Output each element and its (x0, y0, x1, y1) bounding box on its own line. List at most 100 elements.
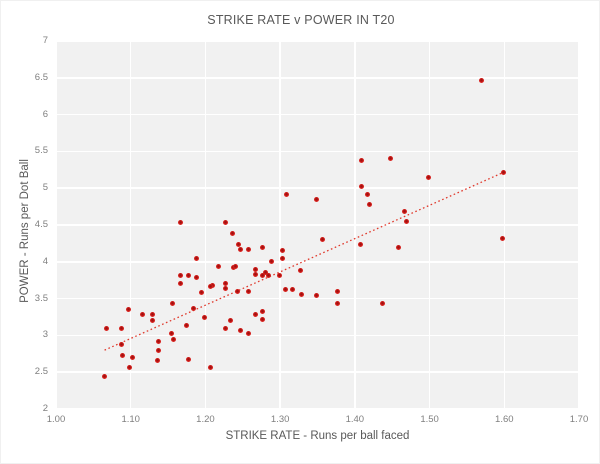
data-point (202, 315, 208, 321)
data-point (252, 266, 258, 272)
data-point (119, 352, 125, 358)
data-point (185, 357, 191, 363)
data-point (359, 184, 365, 190)
data-point (314, 197, 320, 203)
data-point (178, 219, 184, 225)
x-tick-label: 1.10 (121, 414, 140, 425)
gridline-horizontal (56, 224, 579, 226)
gridline-horizontal (56, 334, 579, 337)
data-point (279, 247, 285, 253)
data-point (119, 326, 125, 332)
data-point (238, 246, 244, 252)
data-point (297, 268, 303, 274)
data-point (359, 158, 365, 164)
data-point (335, 301, 341, 307)
data-point (155, 347, 161, 353)
data-point (260, 272, 266, 278)
data-point (178, 281, 184, 287)
x-tick-label: 1.40 (345, 414, 365, 425)
gridline-horizontal (56, 187, 579, 189)
data-point (149, 311, 155, 317)
data-point (252, 311, 258, 317)
data-point (235, 241, 241, 247)
data-point (208, 283, 214, 289)
data-point (149, 318, 155, 324)
data-point (170, 337, 176, 343)
data-point (283, 191, 289, 197)
x-tick-label: 1.60 (495, 414, 514, 425)
data-point (396, 244, 402, 250)
data-point (185, 272, 191, 278)
data-point (235, 289, 241, 295)
data-point (178, 273, 184, 279)
gridline-horizontal (56, 371, 579, 373)
x-tick-label: 1.50 (420, 414, 439, 425)
data-point (190, 306, 196, 312)
data-point (223, 220, 229, 226)
y-tick-label: 4 (42, 255, 48, 267)
data-point (252, 271, 258, 277)
data-point (215, 264, 221, 270)
data-point (357, 242, 363, 248)
y-tick-label: 7 (42, 35, 48, 46)
data-point (127, 365, 133, 371)
data-point (402, 209, 408, 215)
y-tick-label: 3.5 (34, 292, 48, 304)
data-point (260, 317, 266, 323)
x-tick-label: 1.30 (270, 414, 290, 425)
data-point (262, 269, 268, 275)
x-tick-label: 1.70 (569, 414, 589, 425)
gridline-horizontal (56, 261, 579, 263)
gridline-horizontal (56, 77, 579, 79)
data-point (238, 327, 244, 333)
data-point (155, 338, 161, 344)
y-tick-label: 5.5 (34, 145, 48, 157)
data-point (169, 330, 175, 336)
chart-title: STRIKE RATE v POWER IN T20 (207, 13, 395, 27)
data-point (478, 77, 484, 83)
gridline-horizontal (56, 40, 579, 42)
plot-area (55, 40, 580, 410)
data-point (290, 286, 296, 292)
gridline-horizontal (56, 297, 579, 300)
data-point (426, 175, 432, 181)
y-tick-label: 3 (42, 329, 48, 341)
data-point (125, 307, 131, 313)
data-point (245, 288, 251, 294)
data-point (223, 326, 229, 332)
data-point (282, 287, 288, 293)
data-point (279, 255, 285, 261)
data-point (403, 218, 409, 224)
data-point (245, 246, 251, 252)
data-point (130, 354, 136, 360)
data-point (208, 365, 214, 371)
y-tick-label: 5 (42, 182, 48, 194)
data-point (170, 300, 176, 306)
data-point (380, 301, 385, 307)
data-point (260, 308, 266, 314)
data-point (269, 258, 275, 264)
data-point (155, 357, 161, 363)
data-point (104, 326, 110, 332)
data-point (388, 155, 394, 161)
data-point (223, 285, 229, 291)
data-point (193, 256, 199, 262)
gridline-horizontal (56, 150, 579, 153)
data-point (232, 263, 238, 269)
data-point (365, 191, 371, 197)
x-axis-title: STRIKE RATE - Runs per ball faced (225, 430, 410, 442)
gridline-horizontal (56, 408, 579, 410)
x-tick-label: 1.20 (196, 414, 215, 425)
data-point (276, 273, 282, 279)
data-point (199, 290, 205, 296)
data-point (260, 244, 266, 250)
data-point (367, 201, 373, 207)
data-point (118, 341, 124, 347)
y-tick-label: 2.5 (34, 366, 48, 378)
data-point (314, 293, 320, 299)
data-point (501, 169, 507, 175)
y-tick-label: 6 (42, 108, 48, 120)
data-point (298, 291, 304, 297)
data-point (140, 312, 146, 318)
